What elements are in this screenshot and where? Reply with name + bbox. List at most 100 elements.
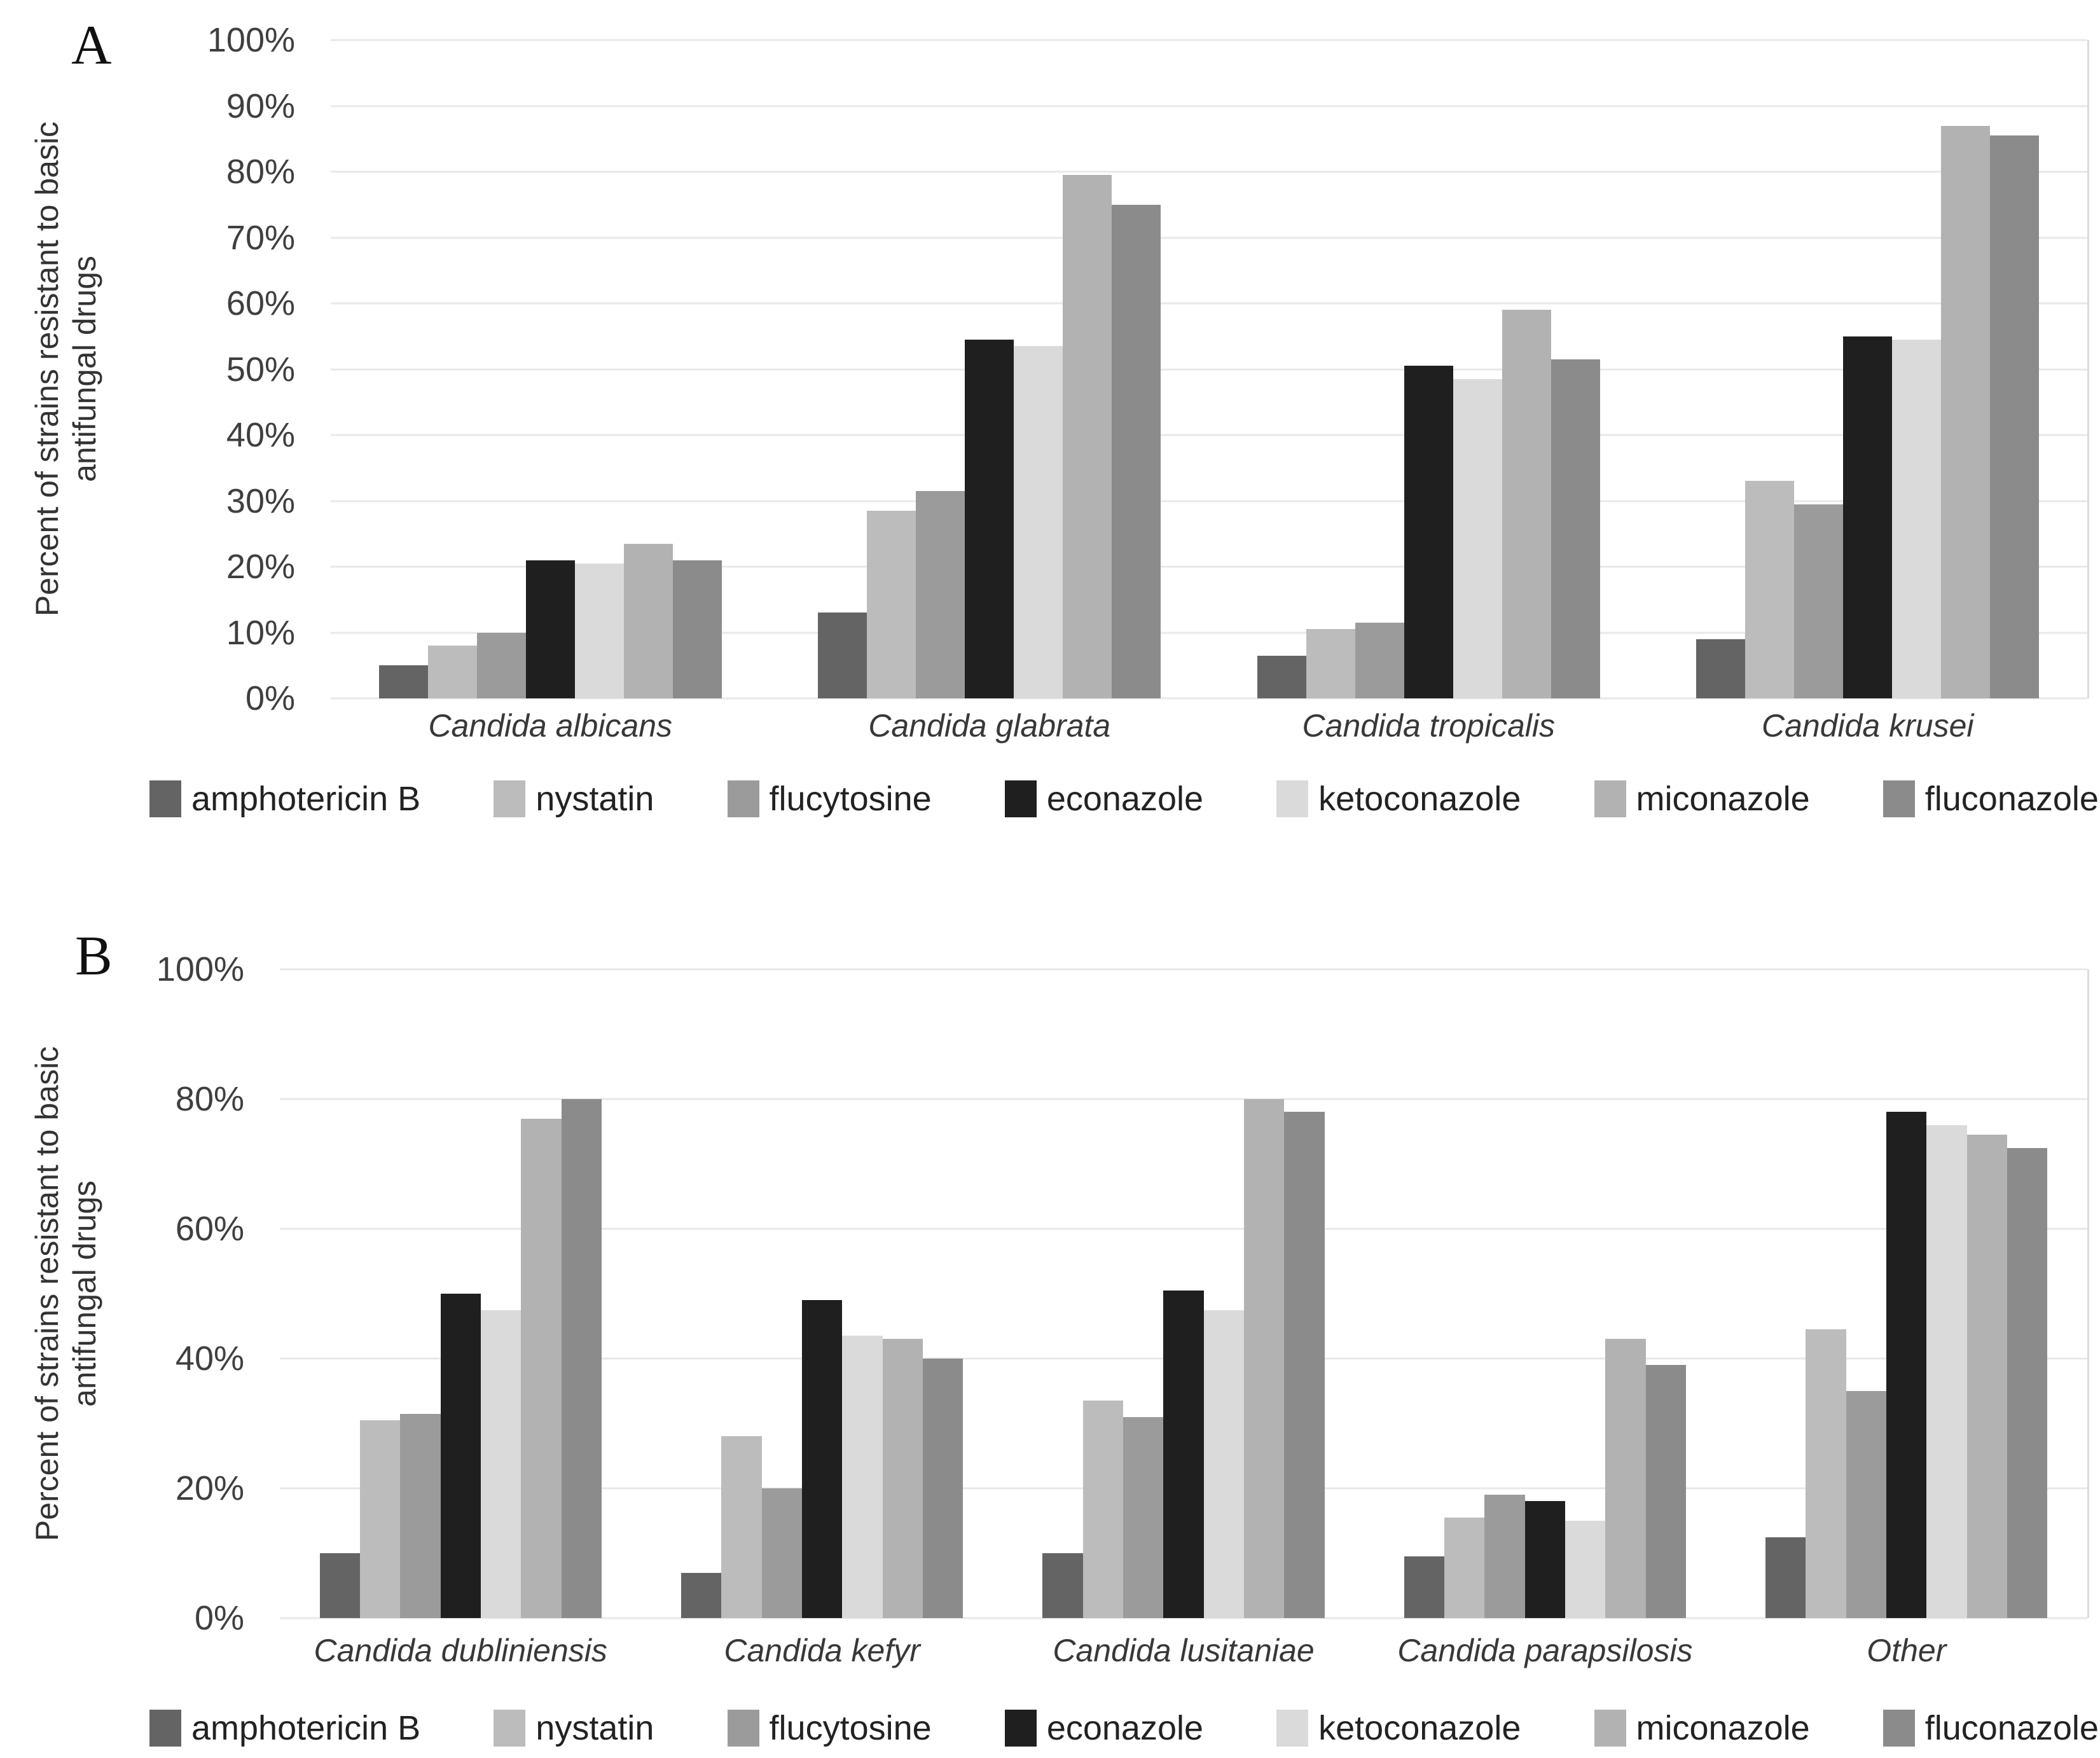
bar-amphotericin-b-candida-tropicalis (1257, 655, 1306, 698)
bar-flucytosine-candida-albicans (476, 632, 526, 698)
x-axis-category-labels-b: Candida dubliniensis Candida kefyr Candida… (280, 1632, 2087, 1669)
y-tick-label-60pct: 60% (175, 1210, 244, 1248)
x-axis-category-labels-a: Candida albicans Candida glabrata Candida … (331, 707, 2087, 744)
bar-econazole-candida-tropicalis (1404, 366, 1453, 698)
gridline-30pct (331, 500, 2087, 502)
bar-ketoconazole-candida-parapsilosis (1565, 1521, 1606, 1618)
legend-b: amphotericin B nystatin flucytosine econazo… (149, 1708, 2099, 1748)
legend-item-ketoconazole: ketoconazole (1276, 1708, 1521, 1748)
y-tick-label-100pct: 100% (156, 950, 244, 988)
bar-nystatin-candida-dubliniensis (359, 1420, 401, 1618)
bar-ketoconazole-candida-dubliniensis (480, 1310, 522, 1618)
legend-swatch-ketoconazole (1276, 1710, 1309, 1747)
legend-swatch-econazole (1004, 780, 1037, 817)
legend-label-nystatin: nystatin (535, 780, 654, 818)
bar-group-candida-albicans (331, 40, 770, 698)
plot-area-b (280, 968, 2089, 1619)
bar-amphotericin-b-candida-albicans (378, 665, 428, 698)
legend-swatch-fluconazole (1882, 780, 1915, 817)
legend-label-amphotericin-b: amphotericin B (191, 780, 421, 818)
gridline-0pct (280, 1617, 2087, 1619)
bar-miconazole-candida-parapsilosis (1605, 1339, 1646, 1618)
bar-econazole-candida-parapsilosis (1524, 1501, 1566, 1618)
bar-flucytosine-candida-kefyr (761, 1488, 802, 1618)
y-tick-label-100pct: 100% (207, 21, 295, 59)
gridline-0pct (331, 697, 2087, 700)
bars-candida-parapsilosis (1404, 969, 1687, 1618)
bars-candida-albicans (378, 40, 722, 698)
bar-ketoconazole-candida-glabrata (1014, 346, 1063, 698)
legend-swatch-amphotericin-b (149, 1710, 181, 1747)
legend-label-miconazole: miconazole (1636, 1709, 1810, 1747)
bar-miconazole-candida-kefyr (882, 1339, 923, 1618)
legend-swatch-miconazole (1594, 780, 1626, 817)
bar-nystatin-candida-tropicalis (1306, 629, 1355, 698)
bar-group-candida-kefyr (641, 969, 1002, 1618)
bar-group-candida-krusei (1648, 40, 2088, 698)
legend-swatch-fluconazole (1882, 1710, 1915, 1747)
category-label-candida-parapsilosis: Candida parapsilosis (1397, 1633, 1693, 1668)
bars-candida-tropicalis (1257, 40, 1600, 698)
category-label-other: Other (1867, 1633, 1947, 1668)
gridline-20pct (331, 565, 2087, 568)
bar-flucytosine-candida-lusitaniae (1123, 1416, 1164, 1618)
gridline-60pct (280, 1228, 2087, 1230)
y-tick-label-20pct: 20% (175, 1469, 244, 1507)
bar-group-candida-parapsilosis (1364, 969, 1725, 1618)
gridline-60pct (331, 302, 2087, 305)
bar-ketoconazole-candida-albicans (574, 563, 624, 698)
bar-nystatin-candida-glabrata (867, 511, 916, 698)
legend-label-nystatin: nystatin (535, 1709, 654, 1747)
bar-nystatin-other (1806, 1329, 1846, 1618)
bar-ketoconazole-other (1926, 1125, 1967, 1618)
panel-b-letter: B (75, 925, 113, 987)
category-label-candida-tropicalis: Candida tropicalis (1302, 708, 1555, 744)
bar-fluconazole-candida-parapsilosis (1645, 1365, 1687, 1618)
y-tick-label-30pct: 30% (226, 481, 295, 520)
bar-amphotericin-b-other (1765, 1537, 1806, 1618)
bar-group-candida-dubliniensis (280, 969, 641, 1618)
bar-flucytosine-candida-parapsilosis (1484, 1495, 1525, 1618)
bar-miconazole-candida-krusei (1941, 125, 1991, 698)
bar-nystatin-candida-parapsilosis (1444, 1517, 1485, 1618)
legend-swatch-econazole (1004, 1710, 1037, 1747)
bar-nystatin-candida-albicans (427, 646, 477, 698)
legend-label-econazole: econazole (1046, 1709, 1204, 1747)
legend-a: amphotericin B nystatin flucytosine econazo… (149, 779, 2099, 819)
bar-econazole-candida-krusei (1843, 336, 1893, 698)
legend-label-miconazole: miconazole (1636, 780, 1810, 818)
gridline-100pct (280, 968, 2087, 971)
panel-a: A Percent of strains resistant to basic … (29, 18, 2099, 819)
plot-area-a (331, 39, 2089, 700)
bar-group-other (1726, 969, 2087, 1618)
bar-fluconazole-candida-glabrata (1112, 204, 1161, 698)
bar-econazole-candida-albicans (525, 560, 575, 698)
legend-label-flucytosine: flucytosine (769, 780, 932, 818)
bar-fluconazole-candida-tropicalis (1551, 359, 1600, 698)
bars-candida-dubliniensis (319, 969, 602, 1618)
gridline-50pct (331, 368, 2087, 370)
gridline-90pct (331, 105, 2087, 107)
bar-group-candida-lusitaniae (1003, 969, 1364, 1618)
bar-nystatin-candida-krusei (1745, 481, 1795, 698)
legend-label-amphotericin-b: amphotericin B (191, 1709, 421, 1747)
legend-label-fluconazole: fluconazole (1924, 780, 2099, 818)
bar-groups-a (331, 40, 2087, 698)
bar-miconazole-candida-albicans (623, 543, 673, 698)
legend-item-amphotericin-b: amphotericin B (149, 1708, 420, 1748)
bar-fluconazole-candida-lusitaniae (1284, 1112, 1325, 1618)
y-axis-ticks-b: 100% 80% 60% 40% 20% 0% (0, 950, 254, 1637)
gridline-80pct (280, 1098, 2087, 1100)
bar-econazole-candida-dubliniensis (440, 1294, 481, 1618)
legend-swatch-nystatin (494, 780, 526, 817)
bar-amphotericin-b-candida-kefyr (680, 1572, 722, 1618)
y-tick-label-80pct: 80% (175, 1080, 244, 1118)
bar-fluconazole-other (2007, 1147, 2048, 1618)
category-label-candida-kefyr: Candida kefyr (724, 1633, 920, 1668)
bar-miconazole-candida-dubliniensis (521, 1118, 562, 1618)
bar-amphotericin-b-candida-krusei (1696, 639, 1746, 698)
legend-label-ketoconazole: ketoconazole (1318, 1709, 1521, 1747)
y-tick-label-10pct: 10% (226, 613, 295, 652)
bar-miconazole-candida-lusitaniae (1243, 1099, 1285, 1618)
